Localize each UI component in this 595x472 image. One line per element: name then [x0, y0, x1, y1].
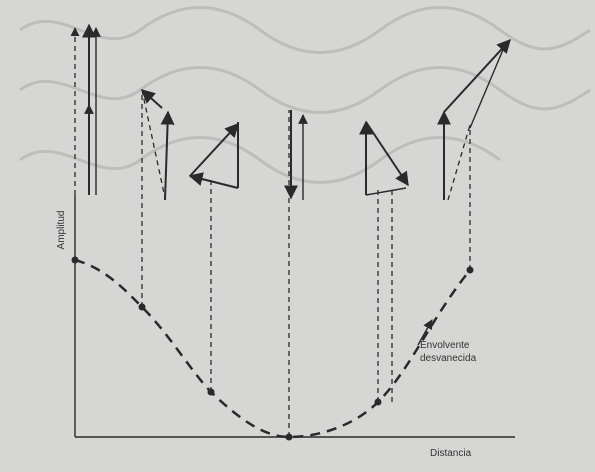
envelope-label: desvanecida — [420, 353, 477, 364]
phasor-1 — [70, 23, 101, 195]
envelope-label: Envolvente — [420, 340, 470, 351]
background-waves — [19, 6, 591, 184]
phasor-4 — [284, 110, 308, 437]
envelope-pointer — [417, 319, 433, 346]
envelope-curve — [74, 258, 471, 439]
y-axis-label: Amplitud — [56, 211, 67, 250]
phasor-6 — [437, 38, 511, 270]
phasor-2 — [140, 89, 175, 307]
phasor-3 — [188, 122, 239, 392]
phasor-5 — [359, 120, 409, 402]
x-axis-label: Distancia — [430, 448, 472, 459]
